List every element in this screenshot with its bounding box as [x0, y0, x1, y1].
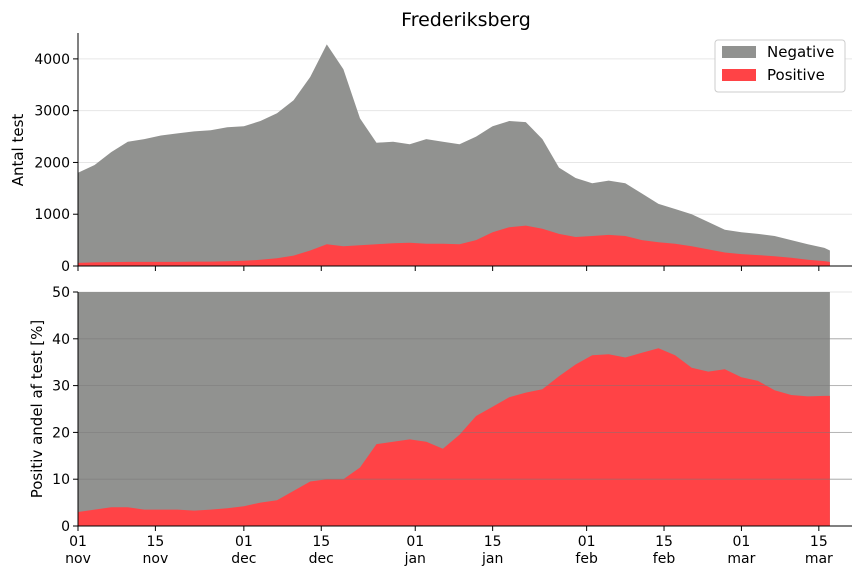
top-y-tick-label: 3000 — [34, 104, 70, 120]
legend: Negative Positive — [714, 39, 846, 93]
x-tick-label-month: dec — [309, 551, 334, 567]
x-tick-label-month: feb — [653, 551, 676, 567]
top-area-negative — [78, 44, 830, 267]
bottom-area-positive — [78, 348, 830, 526]
chart-title: Frederiksberg — [401, 9, 531, 31]
x-tick-label-day: 15 — [655, 534, 673, 550]
legend-swatch-negative — [722, 46, 756, 58]
bottom-y-axis-label: Positiv andel af test [%] — [28, 320, 46, 499]
top-y-axis-label: Antal test — [9, 114, 27, 187]
bottom-y-tick-label: 20 — [52, 425, 70, 441]
top-y-tick-label: 1000 — [34, 207, 70, 223]
x-tick-label-day: 01 — [406, 534, 424, 550]
bottom-panel: 0102030405001nov15nov01dec15dec01jan15ja… — [52, 285, 852, 567]
bottom-y-tick-label: 50 — [52, 285, 70, 301]
x-tick-label-day: 15 — [312, 534, 330, 550]
x-tick-label-day: 15 — [484, 534, 502, 550]
bottom-y-tick-label: 40 — [52, 332, 70, 348]
x-tick-label-month: nov — [65, 551, 91, 567]
x-tick-label-day: 01 — [69, 534, 87, 550]
x-tick-label-month: mar — [805, 551, 833, 567]
x-tick-label-month: feb — [575, 551, 598, 567]
legend-label-positive: Positive — [767, 66, 825, 84]
top-y-tick-label: 0 — [61, 259, 70, 275]
x-tick-label-month: jan — [481, 551, 503, 567]
bottom-y-tick-label: 30 — [52, 379, 70, 395]
x-tick-label-month: jan — [404, 551, 426, 567]
x-tick-label-month: nov — [143, 551, 169, 567]
legend-swatch-positive — [722, 69, 756, 81]
x-tick-label-day: 01 — [578, 534, 596, 550]
top-y-tick-label: 2000 — [34, 155, 70, 171]
x-tick-label-day: 15 — [146, 534, 164, 550]
x-tick-label-day: 01 — [235, 534, 253, 550]
x-tick-label-month: mar — [727, 551, 755, 567]
top-area-positive — [78, 225, 830, 266]
bottom-y-tick-label: 0 — [61, 519, 70, 535]
x-tick-label-day: 15 — [810, 534, 828, 550]
x-tick-label-month: dec — [231, 551, 256, 567]
top-panel: 0 1000 2000 3000 4000 Negative Positive — [34, 33, 852, 275]
x-tick-label-day: 01 — [733, 534, 751, 550]
legend-label-negative: Negative — [767, 43, 834, 61]
bottom-y-tick-label: 10 — [52, 472, 70, 488]
top-y-tick-label: 4000 — [34, 52, 70, 68]
